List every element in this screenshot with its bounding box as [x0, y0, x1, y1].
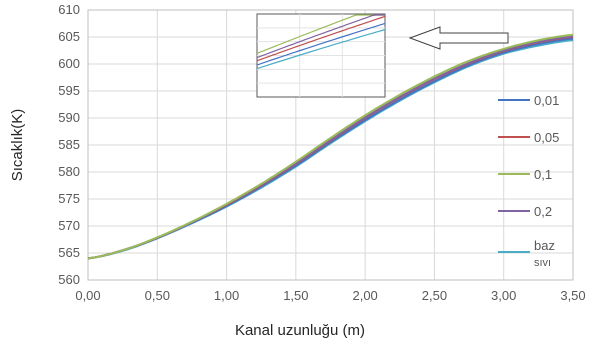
y-tick-labels: 560 565 570 575 580 585 590 595 600 605 610: [58, 2, 80, 287]
x-tick-label: 0,50: [145, 288, 170, 303]
y-tick-label: 585: [58, 137, 80, 152]
x-tick-label: 3,50: [560, 288, 585, 303]
y-tick-label: 590: [58, 110, 80, 125]
inset-line-0-2: [256, 14, 385, 59]
inset-line-baz-s-v-: [256, 28, 386, 70]
legend-label-baz-sivi: baz sıvı: [534, 238, 555, 269]
y-tick-label: 570: [58, 218, 80, 233]
y-tick-label: 610: [58, 2, 80, 17]
x-tick-label: 1,50: [283, 288, 308, 303]
legend-label-0-01: 0,01: [534, 93, 559, 108]
legend: 0,01 0,05 0,1 0,2 baz sıvı: [498, 93, 559, 269]
y-axis-title: Sıcaklık(K): [9, 109, 26, 182]
inset-series-lines: [256, 14, 386, 70]
x-tick-label: 2,00: [352, 288, 377, 303]
x-axis-title: Kanal uzunluğu (m): [235, 322, 365, 339]
y-tick-label: 565: [58, 245, 80, 260]
inset-line-0-1: [256, 14, 385, 54]
inset-line-0-01: [256, 22, 386, 66]
series-line-0-1: [87, 33, 574, 260]
x-tick-label: 1,00: [214, 288, 239, 303]
y-tick-label: 605: [58, 29, 80, 44]
legend-label-0-2: 0,2: [534, 204, 552, 219]
y-tick-label: 595: [58, 83, 80, 98]
inset-line-0-05: [256, 15, 386, 62]
legend-label-0-1: 0,1: [534, 167, 552, 182]
series-lines: [87, 33, 574, 260]
inset-zoom: [256, 13, 386, 98]
y-tick-label: 560: [58, 272, 80, 287]
legend-label-0-05: 0,05: [534, 130, 559, 145]
y-tick-label: 580: [58, 164, 80, 179]
arrow-icon: [408, 26, 509, 50]
x-tick-labels: 0,00 0,50 1,00 1,50 2,00 2,50 3,00 3,50: [75, 288, 585, 303]
y-tick-label: 575: [58, 191, 80, 206]
x-tick-label: 3,00: [491, 288, 516, 303]
plot-area-border: [87, 9, 574, 281]
x-tick-label: 0,00: [75, 288, 100, 303]
y-tick-label: 600: [58, 56, 80, 71]
x-tick-label: 2,50: [422, 288, 447, 303]
